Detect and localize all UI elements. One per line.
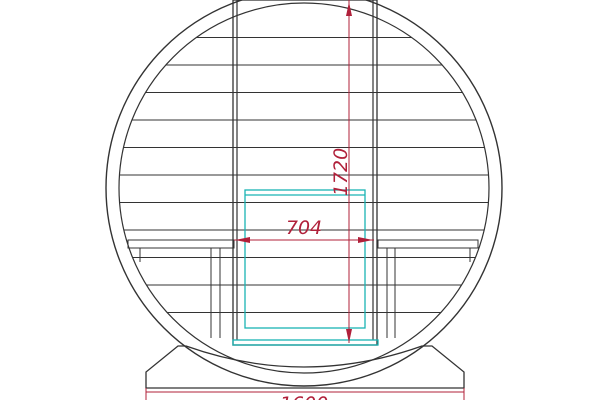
dimension-label-overall-width: 1600: [280, 393, 328, 400]
door-glass-outline: [232, 189, 379, 346]
bench-left: [127, 239, 235, 338]
dimension-label-window-width: 704: [286, 217, 322, 239]
base-cradle: [145, 345, 465, 389]
dimension-label-door-height: 1720: [330, 148, 352, 196]
barrel-outer-ring: [105, 0, 503, 387]
dimension-overall-width: 1600: [145, 388, 465, 400]
dimension-door-height: 1720: [330, 0, 352, 343]
dimension-window-width: 704: [234, 217, 374, 243]
wall-boards: [119, 37, 489, 313]
barrel-inner-ring: [118, 2, 490, 374]
bench-right: [377, 239, 479, 338]
door-frame: [232, 0, 378, 346]
